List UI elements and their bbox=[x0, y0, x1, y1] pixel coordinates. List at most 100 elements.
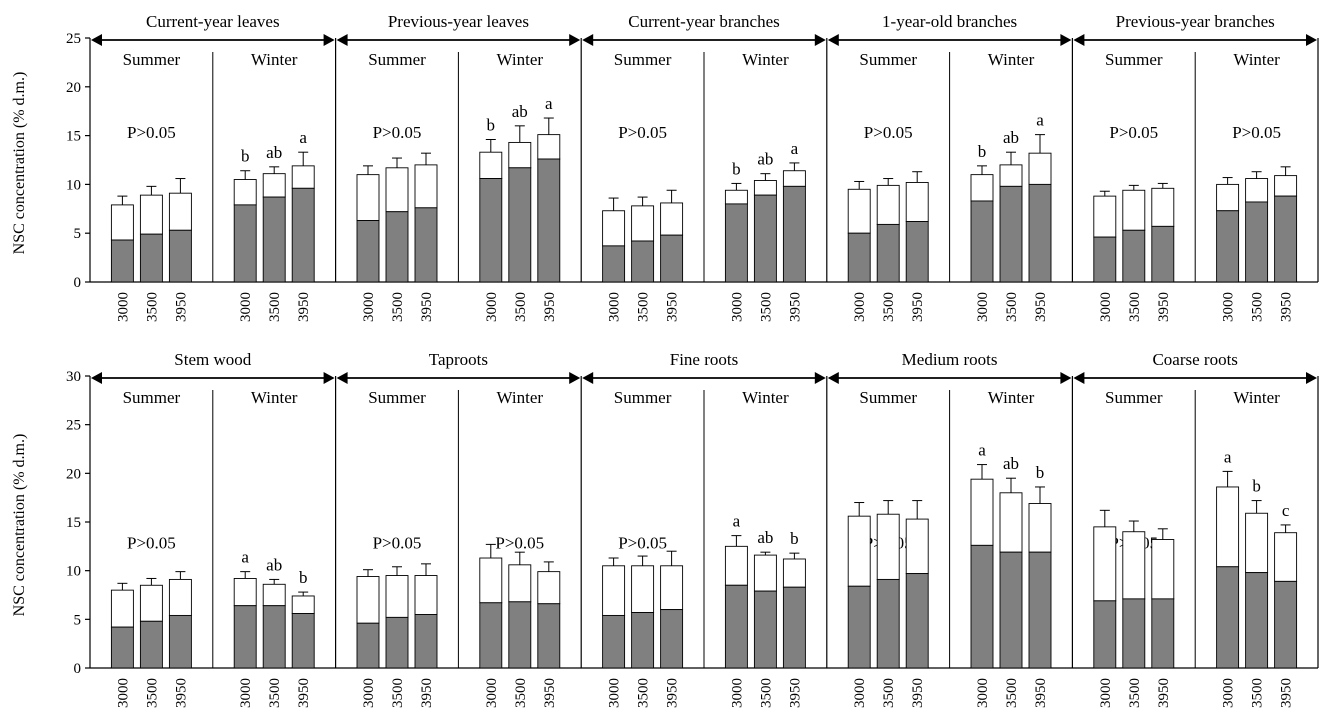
bar-upper-segment bbox=[970, 174, 994, 202]
y-tick-label: 25 bbox=[66, 31, 81, 47]
significance-letter: ab bbox=[757, 150, 773, 169]
y-tick-label: 5 bbox=[74, 612, 82, 628]
bar-lower-segment bbox=[753, 590, 777, 669]
bar-lower-segment bbox=[356, 220, 380, 283]
bar-upper-segment bbox=[291, 165, 315, 189]
y-tick-label: 15 bbox=[66, 515, 81, 531]
summer-label: Summer bbox=[123, 388, 181, 407]
x-tick-label: 3000 bbox=[729, 292, 745, 322]
winter-label: Winter bbox=[497, 50, 544, 69]
x-tick-label: 3950 bbox=[665, 292, 681, 322]
bar-upper-segment bbox=[1151, 187, 1175, 227]
bar-lower-segment bbox=[291, 613, 315, 669]
bar-upper-segment bbox=[262, 173, 286, 198]
x-tick-label: 3950 bbox=[1033, 292, 1049, 322]
panel-title: Stem wood bbox=[174, 350, 251, 369]
bar-lower-segment bbox=[847, 585, 871, 669]
p-value-annotation: P>0.05 bbox=[1232, 123, 1281, 142]
panel-arrow-head-left bbox=[91, 372, 102, 384]
bar-upper-segment bbox=[847, 188, 871, 234]
x-tick-label: 3500 bbox=[1250, 678, 1266, 708]
y-tick-label: 20 bbox=[66, 80, 81, 96]
panel-arrow-head-right bbox=[1060, 34, 1072, 46]
summer-label: Summer bbox=[614, 388, 672, 407]
bar-upper-segment bbox=[385, 575, 409, 618]
y-tick-label: 30 bbox=[66, 369, 81, 385]
panel-arrow-head-left bbox=[336, 34, 348, 46]
x-tick-label: 3000 bbox=[115, 292, 131, 322]
panel-2: Previous-year leaves Summer P>0.05 3000 3500… bbox=[336, 12, 582, 322]
y-tick-label: 10 bbox=[66, 564, 81, 580]
bar-upper-segment bbox=[753, 554, 777, 592]
y-tick-label: 5 bbox=[74, 226, 82, 242]
x-tick-label: 3500 bbox=[267, 678, 283, 708]
x-tick-label: 3000 bbox=[975, 678, 991, 708]
bar-lower-segment bbox=[414, 207, 438, 283]
panel-title: Coarse roots bbox=[1152, 350, 1237, 369]
x-tick-label: 3500 bbox=[881, 292, 897, 322]
y-axis-label-bottom: NSC concentration (% d.m.) bbox=[11, 434, 28, 617]
significance-letter: b bbox=[487, 116, 496, 135]
significance-letter: b bbox=[790, 529, 799, 548]
bar-upper-segment bbox=[999, 164, 1023, 187]
bar-upper-segment bbox=[291, 595, 315, 614]
bar-lower-segment bbox=[262, 605, 286, 669]
bar-upper-segment bbox=[1028, 503, 1052, 553]
bar-upper-segment bbox=[508, 141, 532, 169]
x-tick-label: 3000 bbox=[361, 678, 377, 708]
bar-lower-segment bbox=[291, 187, 315, 283]
bar-lower-segment bbox=[724, 203, 748, 283]
bar-upper-segment bbox=[1216, 183, 1240, 212]
significance-letter: ab bbox=[1003, 128, 1019, 147]
x-tick-label: 3950 bbox=[419, 292, 435, 322]
bar-lower-segment bbox=[753, 194, 777, 283]
bar-upper-segment bbox=[356, 576, 380, 624]
bar-upper-segment bbox=[1093, 526, 1117, 602]
chart-row-1: 0 5 10 15 20 25 Current-year leaves Summer P>0.0… bbox=[66, 12, 1319, 322]
panel-4: 1-year-old branches Summer P>0.05 3000 3500 3… bbox=[827, 12, 1074, 322]
panel-arrow-head-right bbox=[814, 372, 826, 384]
summer-label: Summer bbox=[1105, 50, 1163, 69]
p-value-annotation: P>0.05 bbox=[495, 533, 544, 552]
bar-lower-segment bbox=[508, 167, 532, 283]
x-tick-label: 3000 bbox=[1098, 292, 1114, 322]
winter-label: Winter bbox=[988, 50, 1035, 69]
x-tick-label: 3500 bbox=[1004, 292, 1020, 322]
panel-title: 1-year-old branches bbox=[882, 12, 1017, 31]
x-tick-label: 3500 bbox=[758, 292, 774, 322]
x-tick-label: 3950 bbox=[665, 678, 681, 708]
x-tick-label: 3950 bbox=[1033, 678, 1049, 708]
x-tick-label: 3000 bbox=[238, 678, 254, 708]
bar-upper-segment bbox=[970, 478, 994, 546]
bar-upper-segment bbox=[139, 194, 163, 235]
bar-upper-segment bbox=[999, 492, 1023, 553]
significance-letter: a bbox=[299, 128, 307, 147]
bar-lower-segment bbox=[1122, 229, 1146, 283]
y-tick-label: 15 bbox=[66, 129, 81, 145]
p-value-annotation: P>0.05 bbox=[864, 123, 913, 142]
panel-arrow-head-left bbox=[91, 34, 102, 46]
bar-lower-segment bbox=[385, 616, 409, 669]
y-tick-label: 0 bbox=[74, 275, 82, 291]
significance-letter: ab bbox=[1003, 454, 1019, 473]
significance-letter: a bbox=[545, 94, 553, 113]
bar-upper-segment bbox=[479, 557, 503, 604]
panel-title: Previous-year leaves bbox=[388, 12, 529, 31]
bar-lower-segment bbox=[999, 551, 1023, 669]
bar-lower-segment bbox=[1245, 201, 1269, 283]
bar-upper-segment bbox=[753, 180, 777, 196]
x-tick-label: 3950 bbox=[787, 292, 803, 322]
x-tick-label: 3950 bbox=[542, 292, 558, 322]
bar-upper-segment bbox=[876, 513, 900, 580]
panel-1: Stem wood Summer P>0.05 3000 3500 3950 Winter a… bbox=[91, 350, 337, 708]
winter-label: Winter bbox=[742, 50, 789, 69]
panel-arrow-head-left bbox=[336, 372, 348, 384]
panel-arrow-head-left bbox=[1073, 372, 1085, 384]
bar-lower-segment bbox=[1093, 600, 1117, 669]
p-value-annotation: P>0.05 bbox=[127, 533, 176, 552]
